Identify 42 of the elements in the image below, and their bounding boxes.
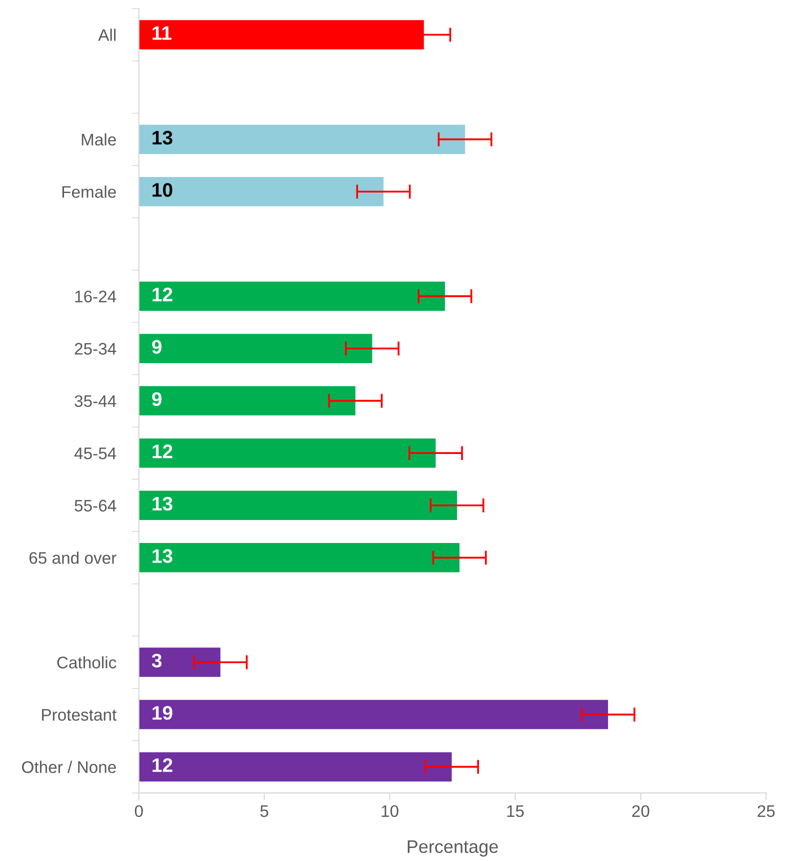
data-label: 9 [152, 340, 162, 354]
bar [138, 176, 384, 206]
y-tick-label: 35-44 [74, 395, 116, 407]
data-label: 13 [152, 549, 172, 563]
y-tick-label: Female [62, 186, 116, 198]
data-label: 19 [152, 706, 172, 720]
y-tick-label: 55-64 [74, 500, 116, 512]
bar [138, 282, 445, 311]
data-label: 9 [152, 392, 162, 406]
x-axis-title: Percentage [408, 840, 498, 857]
bar [138, 438, 436, 468]
data-label: 12 [152, 758, 172, 772]
x-tick-label: 15 [507, 805, 524, 818]
bar [138, 543, 460, 572]
y-tick-label: 16-24 [75, 290, 116, 302]
data-label: 3 [152, 654, 162, 668]
y-tick-label: Other / None [22, 760, 116, 774]
y-tick-label: All [98, 28, 116, 41]
data-label: 12 [152, 444, 172, 458]
y-tick-label: Catholic [57, 656, 116, 668]
x-tick-label: 10 [382, 805, 398, 818]
data-label: 13 [152, 130, 172, 145]
data-label: 13 [152, 496, 172, 511]
data-label: 10 [152, 183, 172, 197]
bar [138, 490, 458, 520]
bar [138, 700, 608, 730]
x-tick-label: 20 [632, 805, 650, 818]
x-tick-label: 0 [134, 805, 143, 818]
data-label: 11 [152, 26, 172, 40]
y-tick-label: 25-34 [74, 342, 116, 355]
y-tick-label: Protestant [42, 709, 117, 721]
data-label: 12 [152, 288, 172, 302]
x-tick-label: 5 [260, 805, 268, 818]
bar [138, 752, 452, 782]
x-tick-label: 25 [758, 805, 775, 818]
bar [138, 648, 220, 677]
bar [138, 334, 372, 364]
y-tick-label: Male [82, 133, 116, 146]
bar [138, 124, 466, 154]
bar [138, 386, 356, 416]
y-tick-label: 65 and over [29, 552, 116, 564]
y-tick-label: 45-54 [74, 448, 116, 460]
